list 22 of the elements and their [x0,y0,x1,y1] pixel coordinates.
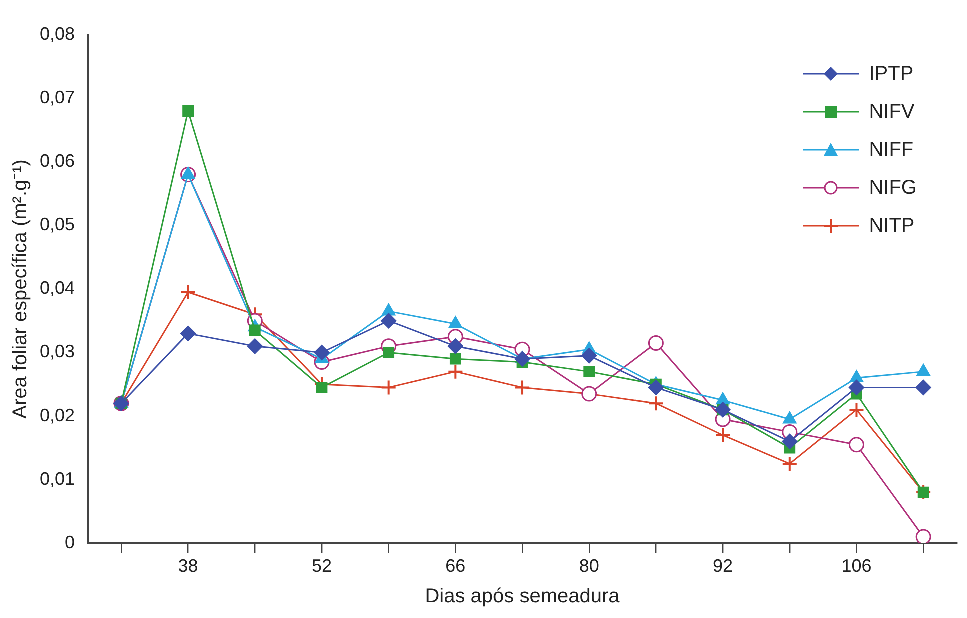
legend-label: NIFG [869,176,917,200]
x-tick-label: 80 [579,556,600,576]
y-tick-label: 0,04 [40,278,76,298]
y-axis-title: Area foliar específica (m².g⁻¹) [10,160,32,419]
legend-label: IPTP [869,62,914,86]
x-tick-label: 38 [178,556,198,576]
y-tick-label: 0,01 [40,468,76,489]
y-tick-label: 0 [65,532,76,552]
y-tick-label: 0,03 [40,342,76,362]
y-tick-label: 0,05 [40,214,76,235]
y-tick-label: 0,06 [40,151,76,172]
legend-label: NIFV [869,100,915,124]
y-tick-label: 0,08 [40,24,76,44]
x-tick-label: 92 [713,556,734,576]
y-tick-label: 0,02 [40,405,76,426]
x-axis-title: Dias após semeadura [425,586,621,608]
x-tick-label: 106 [842,556,872,576]
y-tick-label: 0,07 [40,88,76,108]
x-tick-label: 52 [312,556,332,576]
legend-label: NITP [869,214,915,238]
x-tick-label: 66 [446,556,466,576]
legend-label: NIFF [869,138,914,162]
